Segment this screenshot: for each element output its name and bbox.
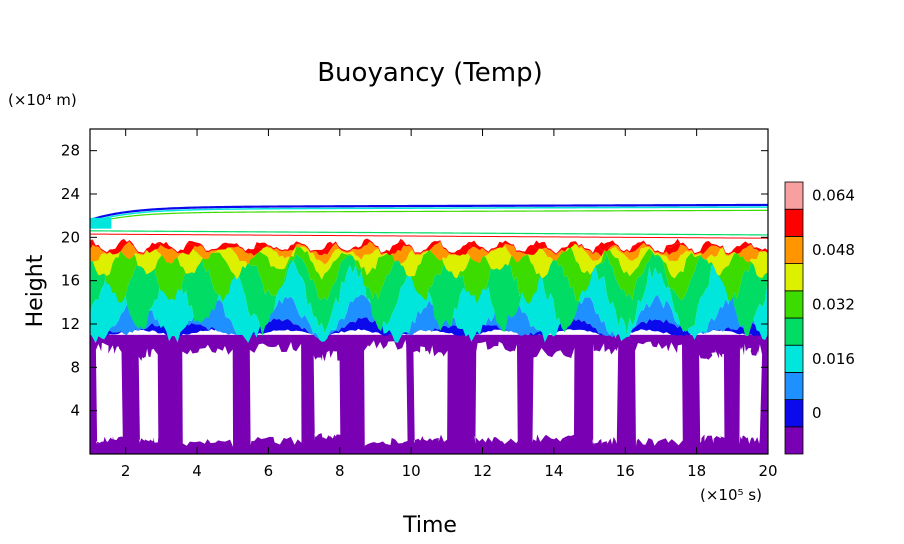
colorbar-level-1 xyxy=(784,399,804,428)
upper-streak-0 xyxy=(90,203,768,222)
white-gap-2 xyxy=(182,344,234,448)
y-unit-label: (×10⁴ m) xyxy=(8,91,77,109)
white-gap-10 xyxy=(635,341,683,447)
white-gap-7 xyxy=(474,341,518,445)
colorbar-level-0 xyxy=(784,426,804,455)
upper-streak-1 xyxy=(90,206,768,223)
white-gap-11 xyxy=(699,349,725,444)
y-axis-label: Height xyxy=(23,254,48,327)
level-band-8 xyxy=(90,238,768,254)
y-tick-label-5: 24 xyxy=(61,185,80,203)
x-tick-label-8: 18 xyxy=(687,462,706,480)
x-tick-label-0: 2 xyxy=(121,462,131,480)
colorbar-level-7 xyxy=(784,235,804,264)
x-tick-label-7: 16 xyxy=(616,462,635,480)
colorbar-level-8 xyxy=(784,208,804,237)
x-unit-label: (×10⁵ s) xyxy=(700,486,762,504)
x-tick-label-2: 6 xyxy=(264,462,274,480)
upper-streak-2 xyxy=(90,209,768,225)
level-band-4 xyxy=(90,245,768,304)
y-tick-label-6: 28 xyxy=(61,142,80,160)
upper-streak-4 xyxy=(90,233,768,239)
x-tick-label-1: 4 xyxy=(192,462,202,480)
plot-frame xyxy=(89,128,769,455)
y-tick-label-4: 20 xyxy=(61,228,80,246)
upper-streak-3 xyxy=(90,230,768,236)
white-gap-5 xyxy=(364,339,408,447)
level-band-0 xyxy=(90,316,768,339)
white-gap-4 xyxy=(313,350,341,441)
colorbar-level-6 xyxy=(784,263,804,292)
x-tick-label-6: 14 xyxy=(544,462,563,480)
white-gap-1 xyxy=(138,348,159,444)
colorbar-level-5 xyxy=(784,290,804,319)
colorbar-level-9 xyxy=(784,181,804,210)
colorbar-level-4 xyxy=(784,317,804,346)
level-band-6 xyxy=(90,241,768,265)
x-tick-label-4: 10 xyxy=(402,462,421,480)
colorbar-tick-label-0: 0 xyxy=(812,404,822,422)
x-axis-ticks: 2 4 6 8 10 12 14 16 18 20 xyxy=(121,129,778,480)
colorbar-tick-label-3: 0.048 xyxy=(812,241,855,259)
colorbar-tick-label-2: 0.032 xyxy=(812,295,855,313)
y-axis-ticks: 4 8 12 16 20 24 28 xyxy=(61,142,768,420)
colorbar-level-3 xyxy=(784,344,804,373)
y-tick-label-3: 16 xyxy=(61,272,80,290)
level-band-5 xyxy=(90,243,768,280)
heatmap-field xyxy=(90,203,768,454)
level-band-2 xyxy=(90,260,768,344)
x-tick-label-9: 20 xyxy=(758,462,777,480)
y-tick-label-0: 4 xyxy=(70,402,80,420)
white-gap-3 xyxy=(249,341,302,446)
level-band-1 xyxy=(90,294,768,344)
level-band-3 xyxy=(90,248,768,337)
white-gap-9 xyxy=(592,343,619,446)
white-gap-8 xyxy=(532,347,575,443)
colorbar-tick-label-4: 0.064 xyxy=(812,187,855,205)
colorbar-level-2 xyxy=(784,371,804,400)
x-tick-label-3: 8 xyxy=(335,462,345,480)
white-gap-0 xyxy=(95,342,123,445)
y-tick-label-1: 8 xyxy=(70,358,80,376)
white-gap-12 xyxy=(739,343,763,445)
colorbar: 0 0.016 0.032 0.048 0.064 xyxy=(784,181,855,455)
level-band-7 xyxy=(90,238,768,257)
colorbar-tick-label-1: 0.016 xyxy=(812,350,855,368)
white-gap-6 xyxy=(413,345,448,444)
x-tick-label-5: 12 xyxy=(473,462,492,480)
chart-title: Buoyancy (Temp) xyxy=(317,58,543,88)
y-tick-label-2: 12 xyxy=(61,315,80,333)
x-axis-label: Time xyxy=(402,513,457,538)
upper-streak-origin xyxy=(90,217,112,229)
